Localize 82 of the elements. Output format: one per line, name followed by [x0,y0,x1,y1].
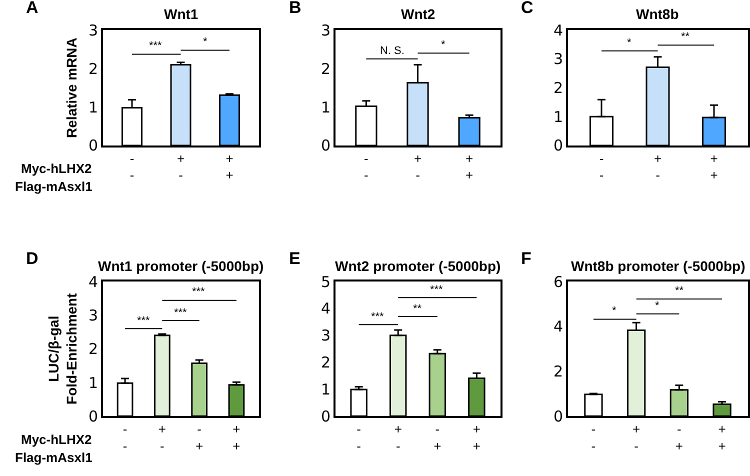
x-tick-label: - - [591,422,596,454]
y-tick-label: 1 [88,374,98,392]
text: D [26,249,38,268]
chart-title: Wnt2 [401,6,436,22]
x-tick-label: + + [466,150,474,183]
text: E [289,249,300,268]
annotation: N. S. [380,45,404,57]
x-tick-label: - - [364,150,368,183]
y-tick-label: 2 [320,60,330,78]
annotation: *** [174,307,188,319]
text: C [521,0,534,17]
x-tick-label: + - [654,150,662,183]
y-tick-label: 1 [88,98,98,116]
x-tick-label: + - [394,422,402,454]
y-tick-label: 2 [553,79,563,98]
y-tick-label: 1 [320,98,330,116]
y-tick-label: 6 [553,272,563,291]
text: Flag-mAsxl1 [15,179,92,194]
y-tick-label: 0 [320,407,330,426]
text: B [289,0,302,17]
y-axis-title: Relative mRNA [64,38,80,138]
text: A [26,0,38,17]
annotation: ** [675,285,684,297]
text: Myc-hLHX2 [21,432,92,447]
y-tick-label: 0 [88,407,98,426]
y-tick-label: 1 [320,380,330,398]
annotation: ** [413,303,422,315]
annotation: *** [149,40,163,52]
y-tick-label: 0 [553,407,563,426]
x-tick-label: + + [472,422,480,454]
x-tick-label: - - [599,150,604,183]
y-tick-label: 4 [553,318,563,336]
annotation: *** [137,315,151,327]
x-tick-label: - - [356,422,361,454]
x-tick-label: + + [232,422,240,454]
annotation: * [203,36,208,48]
y-tick-label: 3 [320,21,330,40]
x-tick-label: + + [718,422,726,454]
annotation: * [612,305,617,317]
x-tick-label: - + [196,422,204,454]
x-tick-label: - + [675,422,683,454]
chart-title: Wnt1 [164,6,198,22]
y-tick-label: 2 [88,60,98,78]
annotation: * [655,300,660,312]
y-tick-label: 2 [88,340,98,358]
y-tick-label: 5 [320,272,330,291]
y-tick-label: 3 [88,306,98,324]
chart-title: Wnt2 promoter (-5000bp) [335,258,501,274]
chart-title: Wnt8b promoter (-5000bp) [571,258,746,274]
annotation: *** [192,286,206,298]
y-tick-label: 3 [320,326,330,345]
text: Myc-hLHX2 [21,161,92,176]
y-tick-label: 2 [553,362,563,381]
x-tick-label: - - [130,150,134,183]
x-tick-label: + + [710,150,718,183]
text: F [521,249,532,268]
y-tick-label: 0 [88,136,98,155]
annotation: * [441,39,446,51]
annotation: ** [681,31,690,43]
y-tick-label: 4 [553,21,563,40]
y-tick-label: 0 [320,136,330,155]
x-tick-label: + - [414,150,422,183]
x-tick-label: + + [226,150,234,183]
y-tick-label: 4 [320,300,330,318]
x-tick-label: + - [632,422,640,454]
y-tick-label: 1 [553,108,563,126]
annotation: *** [430,284,444,296]
x-tick-label: - - [122,422,128,454]
x-tick-label: + - [176,150,185,183]
y-tick-label: 0 [553,136,563,155]
x-tick-label: + - [158,422,166,454]
y-tick-label: 2 [320,354,330,372]
text: Flag-mAsxl1 [15,450,92,465]
chart-title: Wnt1 promoter (-5000bp) [98,258,264,274]
annotation: * [627,37,632,49]
y-tick-label: 4 [88,272,98,291]
annotation: *** [371,311,385,323]
y-axis-title: LUC/β-gal Fold-Enrichment [45,292,80,404]
x-tick-label: - + [434,422,442,454]
y-tick-label: 3 [553,50,563,68]
chart-title: Wnt8b [636,6,679,22]
y-tick-label: 3 [88,21,98,40]
